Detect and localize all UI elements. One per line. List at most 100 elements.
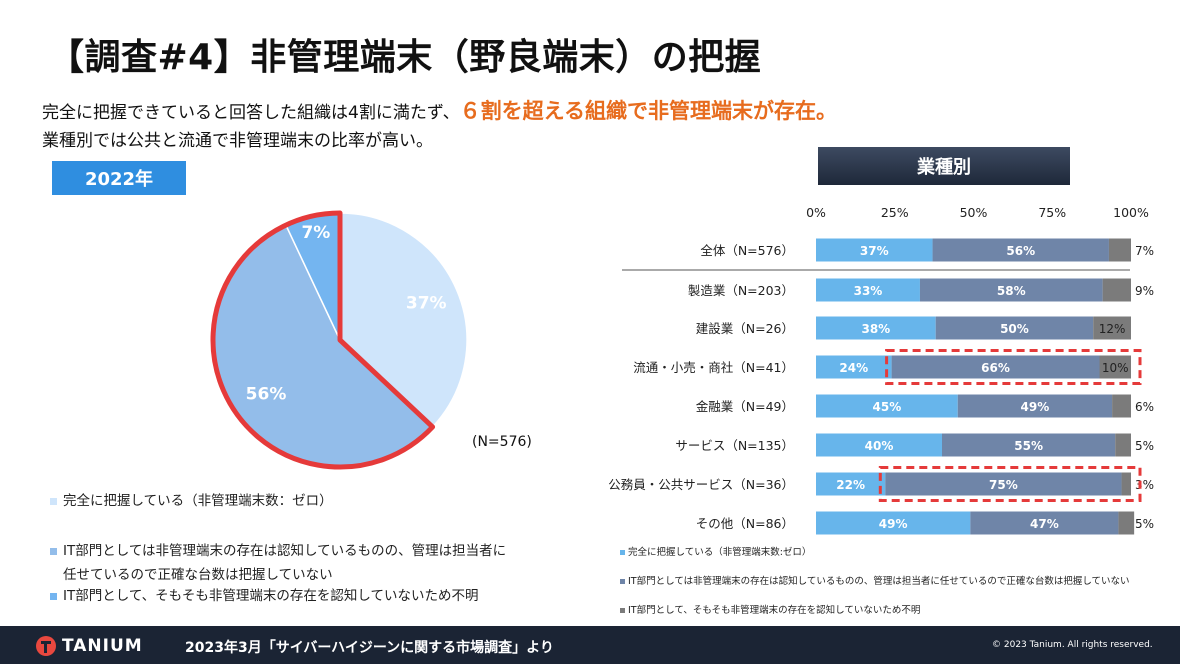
bar-value-label: 58% bbox=[997, 284, 1026, 298]
pie-slice-label: 7% bbox=[301, 223, 330, 243]
bar-segment-full bbox=[816, 278, 920, 302]
bar-segment-unknown bbox=[1099, 355, 1131, 379]
legend-swatch bbox=[50, 497, 57, 505]
industry-badge: 業種別 bbox=[818, 147, 1070, 185]
bar-value-label: 49% bbox=[879, 517, 908, 531]
bar-value-label: 22% bbox=[836, 478, 865, 492]
bar-value-label: 5% bbox=[1135, 439, 1154, 453]
bar-value-label: 7% bbox=[1135, 244, 1154, 258]
bar-value-label: 45% bbox=[873, 400, 902, 414]
subtitle-line-1: 完全に把握できていると回答した組織は4割に満たず、６割を超える組織で非管理端末が… bbox=[42, 95, 837, 125]
logo-text: TANIUM bbox=[62, 636, 143, 656]
bar-segment-partial bbox=[932, 238, 1109, 262]
legend-swatch bbox=[50, 592, 57, 600]
bar-value-label: 24% bbox=[839, 361, 868, 375]
bar-value-label: 9% bbox=[1135, 284, 1154, 298]
bar-value-label: 3% bbox=[1135, 478, 1154, 492]
bar-value-label: 49% bbox=[1021, 400, 1050, 414]
bar-value-label: 55% bbox=[1014, 439, 1043, 453]
bar-segment-partial bbox=[970, 511, 1119, 535]
bar-segment-unknown bbox=[1115, 433, 1131, 457]
pie-legend-item-full: 完全に把握している（非管理端末数：ゼロ） bbox=[50, 489, 333, 509]
bar-value-label: 47% bbox=[1030, 517, 1059, 531]
pie-highlight-outline bbox=[210, 210, 436, 470]
bar-value-label: 12% bbox=[1099, 322, 1126, 336]
category-label: 公務員・公共サービス（N=36） bbox=[608, 477, 794, 492]
bar-value-label: 40% bbox=[865, 439, 894, 453]
pie-legend-text: 完全に把握している（非管理端末数：ゼロ） bbox=[63, 493, 333, 509]
row-highlight-box bbox=[878, 466, 1142, 502]
pie-legend-text-cont: 任せているので正確な台数は把握していない bbox=[63, 567, 333, 583]
legend-swatch bbox=[620, 579, 625, 584]
bar-segment-unknown bbox=[1108, 238, 1131, 262]
bar-segment-partial bbox=[957, 394, 1113, 418]
bar-value-label: 33% bbox=[854, 284, 883, 298]
bar-segment-full bbox=[816, 355, 892, 379]
bar-segment-partial bbox=[919, 278, 1103, 302]
bar-segment-partial bbox=[935, 316, 1094, 340]
bar-segment-full bbox=[816, 511, 971, 535]
pie-sample-size: (N=576) bbox=[472, 434, 532, 450]
bar-legend-item-full: 完全に把握している（非管理端末数:ゼロ） bbox=[620, 544, 811, 558]
bar-segment-unknown bbox=[1118, 511, 1135, 535]
legend-swatch bbox=[620, 608, 625, 613]
x-tick-label: 100% bbox=[1113, 205, 1149, 220]
bar-value-label: 10% bbox=[1102, 361, 1129, 375]
bar-legend-item-unknown: IT部門として、そもそも非管理端末の存在を認知していないため不明 bbox=[620, 602, 920, 616]
bar-segment-partial bbox=[885, 472, 1122, 496]
pie-slice-full bbox=[339, 212, 468, 428]
bar-segment-unknown bbox=[1093, 316, 1131, 340]
bar-value-label: 38% bbox=[861, 322, 890, 336]
category-label: その他（N=86） bbox=[696, 516, 794, 531]
bar-value-label: 6% bbox=[1135, 400, 1154, 414]
x-tick-label: 50% bbox=[960, 205, 988, 220]
bar-legend-text: IT部門としては非管理端末の存在は認知しているものの、管理は担当者に任せているの… bbox=[628, 576, 1130, 587]
legend-swatch bbox=[50, 547, 57, 555]
bar-segment-partial bbox=[891, 355, 1100, 379]
bar-value-label: 37% bbox=[860, 244, 889, 258]
category-label: 建設業（N=26） bbox=[696, 321, 794, 336]
bar-value-label: 5% bbox=[1135, 517, 1154, 531]
bar-segment-unknown bbox=[1121, 472, 1131, 496]
x-tick-label: 75% bbox=[1038, 205, 1066, 220]
bar-segment-full bbox=[816, 394, 958, 418]
bar-segment-unknown bbox=[1102, 278, 1131, 302]
footer-bar: TANIUM 2023年3月「サイバーハイジーンに関する市場調査」より © 20… bbox=[0, 626, 1180, 664]
category-label: サービス（N=135） bbox=[675, 438, 794, 453]
copyright: © 2023 Tanium. All rights reserved. bbox=[992, 640, 1153, 650]
bar-value-label: 66% bbox=[981, 361, 1010, 375]
bar-segment-full bbox=[816, 472, 886, 496]
year-badge: 2022年 bbox=[52, 161, 186, 195]
source-note: 2023年3月「サイバーハイジーンに関する市場調査」より bbox=[185, 640, 554, 656]
category-label: 全体（N=576） bbox=[700, 243, 794, 258]
bar-segment-partial bbox=[942, 433, 1116, 457]
pie-chart: 37% 56% 7% bbox=[210, 210, 468, 470]
bar-value-label: 75% bbox=[989, 478, 1018, 492]
subtitle-highlight: ６割を超える組織で非管理端末が存在。 bbox=[459, 99, 837, 123]
category-label: 製造業（N=203） bbox=[688, 283, 794, 298]
x-tick-label: 0% bbox=[806, 205, 826, 220]
legend-swatch bbox=[620, 550, 625, 555]
bar-segment-full bbox=[816, 316, 936, 340]
category-label: 流通・小売・商社（N=41） bbox=[633, 360, 794, 375]
pie-legend-item-unknown: IT部門として、そもそも非管理端末の存在を認知していないため不明 bbox=[50, 584, 478, 604]
pie-slice-label: 37% bbox=[406, 294, 447, 314]
bar-legend-text: 完全に把握している（非管理端末数:ゼロ） bbox=[628, 547, 812, 558]
slide-title: 【調査#4】非管理端末（野良端末）の把握 bbox=[48, 37, 762, 78]
pie-legend-item-partial: IT部門としては非管理端末の存在は認知しているものの、管理は担当者に 任せている… bbox=[50, 539, 506, 587]
pie-slice-label: 56% bbox=[246, 385, 287, 405]
subtitle-prefix: 完全に把握できていると回答した組織は4割に満たず、 bbox=[42, 103, 460, 123]
tanium-logo: TANIUM bbox=[36, 636, 143, 656]
bar-segment-full bbox=[816, 433, 942, 457]
pie-legend-text: IT部門としては非管理端末の存在は認知しているものの、管理は担当者に bbox=[63, 543, 507, 559]
bar-legend-text: IT部門として、そもそも非管理端末の存在を認知していないため不明 bbox=[628, 605, 921, 616]
tanium-logo-icon bbox=[36, 636, 56, 656]
bar-value-label: 56% bbox=[1006, 244, 1035, 258]
subtitle-line-2: 業種別では公共と流通で非管理端末の比率が高い。 bbox=[42, 131, 433, 151]
category-label: 金融業（N=49） bbox=[696, 399, 794, 414]
x-tick-label: 25% bbox=[881, 205, 909, 220]
pie-legend-text: IT部門として、そもそも非管理端末の存在を認知していないため不明 bbox=[63, 588, 479, 604]
bar-value-label: 50% bbox=[1000, 322, 1029, 336]
stacked-bar-chart: 0% 25% 50% 75% 100% 全体（N=576） 37% 56% 7% 製造業（N=20… bbox=[608, 205, 1154, 535]
bar-segment-full bbox=[816, 238, 933, 262]
